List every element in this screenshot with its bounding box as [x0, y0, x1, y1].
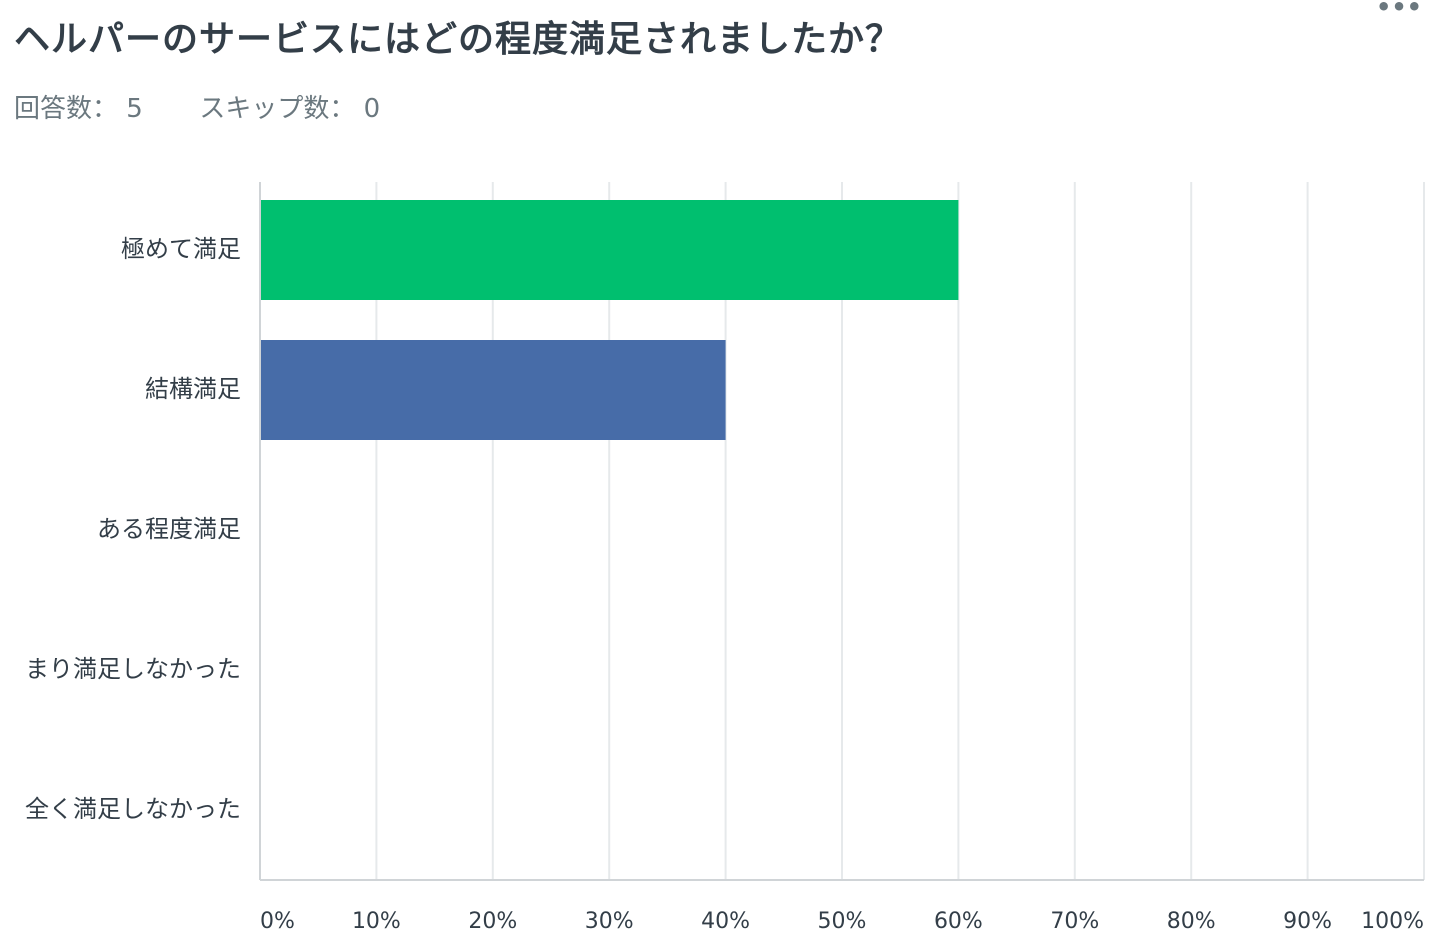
question-title: ヘルパーのサービスにはどの程度満足されましたか？ — [14, 19, 903, 60]
more-options-icon[interactable]: ••• — [1376, 0, 1423, 21]
skipped-value: 0 — [363, 94, 381, 124]
tick-label-20: 20% — [468, 909, 517, 934]
category-label-5: 全く満足しなかった — [25, 795, 241, 823]
answered-label: 回答数： — [14, 94, 119, 124]
category-label-3: ある程度満足 — [97, 515, 241, 543]
tick-label-30: 30% — [585, 909, 634, 934]
tick-label-90: 90% — [1283, 909, 1332, 934]
skipped-label: スキップ数： — [199, 94, 356, 124]
tick-label-80: 80% — [1167, 909, 1216, 934]
category-label-2: 結構満足 — [145, 375, 241, 403]
bar-2[interactable] — [260, 340, 726, 440]
tick-label-0: 0% — [260, 909, 295, 934]
response-stats: 回答数： 5 スキップ数： 0 — [14, 88, 380, 125]
tick-label-60: 60% — [934, 909, 983, 934]
tick-label-10: 10% — [352, 909, 401, 934]
tick-label-40: 40% — [701, 909, 750, 934]
bar-1[interactable] — [260, 200, 959, 300]
bars — [260, 200, 959, 440]
category-label-4: まり満足しなかった — [25, 655, 241, 683]
tick-label-100: 100% — [1361, 909, 1424, 934]
category-label-1: 極めて満足 — [121, 235, 241, 263]
tick-label-70: 70% — [1050, 909, 1099, 934]
tick-label-50: 50% — [818, 909, 867, 934]
axes — [259, 182, 1424, 881]
tick-labels: 0% 10% 20% 30% 40% 50% 60% 70% 80% 90% 100% — [260, 909, 1424, 934]
answered-value: 5 — [126, 94, 143, 124]
